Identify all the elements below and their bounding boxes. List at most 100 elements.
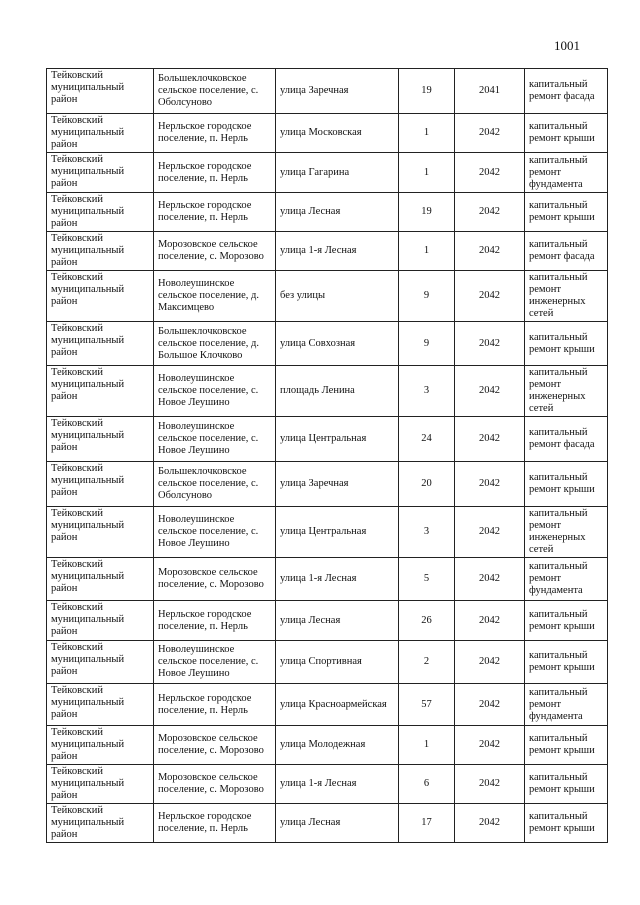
table-row: Тейковский муниципальный район Нерльское …	[46, 192, 608, 232]
house-number: 1	[398, 152, 455, 193]
street: улица Лесная	[275, 803, 399, 843]
work-type: капитальный ремонт крыши	[524, 461, 608, 507]
district: Тейковский муниципальный район	[46, 506, 154, 558]
table: Тейковский муниципальный район Большеклоч…	[46, 68, 608, 843]
street: улица Совхозная	[275, 321, 399, 366]
year: 2042	[454, 231, 525, 271]
work-type: капитальный ремонт крыши	[524, 640, 608, 684]
year: 2042	[454, 506, 525, 558]
settlement: Новолеушинское сельское поселение, с. Но…	[153, 506, 276, 558]
settlement: Новолеушинское сельское поселение, с. Но…	[153, 640, 276, 684]
house-number: 26	[398, 600, 455, 641]
district: Тейковский муниципальный район	[46, 640, 154, 684]
table-row: Тейковский муниципальный район Нерльское …	[46, 152, 608, 193]
district: Тейковский муниципальный район	[46, 557, 154, 601]
street: улица Красноармейская	[275, 683, 399, 726]
work-type: капитальный ремонт крыши	[524, 764, 608, 804]
table-row: Тейковский муниципальный район Нерльское …	[46, 683, 608, 726]
work-type: капитальный ремонт фундамента	[524, 557, 608, 601]
house-number: 5	[398, 557, 455, 601]
year: 2042	[454, 113, 525, 153]
table-row: Тейковский муниципальный район Большеклоч…	[46, 461, 608, 507]
year: 2042	[454, 764, 525, 804]
table-row: Тейковский муниципальный район Новолеушин…	[46, 270, 608, 322]
year: 2042	[454, 557, 525, 601]
table-row: Тейковский муниципальный район Большеклоч…	[46, 321, 608, 366]
settlement: Морозовское сельское поселение, с. Мороз…	[153, 764, 276, 804]
district: Тейковский муниципальный район	[46, 683, 154, 726]
work-type: капитальный ремонт инженерных сетей	[524, 506, 608, 558]
work-type: капитальный ремонт фундамента	[524, 683, 608, 726]
table-row: Тейковский муниципальный район Новолеушин…	[46, 506, 608, 558]
street: улица Гагарина	[275, 152, 399, 193]
table-row: Тейковский муниципальный район Нерльское …	[46, 600, 608, 641]
table-row: Тейковский муниципальный район Морозовско…	[46, 231, 608, 271]
street: улица Центральная	[275, 506, 399, 558]
house-number: 19	[398, 68, 455, 114]
street: улица 1-я Лесная	[275, 764, 399, 804]
work-type: капитальный ремонт крыши	[524, 113, 608, 153]
district: Тейковский муниципальный район	[46, 803, 154, 843]
district: Тейковский муниципальный район	[46, 365, 154, 417]
settlement: Морозовское сельское поселение, с. Мороз…	[153, 557, 276, 601]
page-number: 1001	[554, 38, 580, 53]
table-row: Тейковский муниципальный район Нерльское …	[46, 803, 608, 843]
work-type: капитальный ремонт фасада	[524, 231, 608, 271]
house-number: 9	[398, 270, 455, 322]
settlement: Нерльское городское поселение, п. Нерль	[153, 152, 276, 193]
house-number: 17	[398, 803, 455, 843]
house-number: 20	[398, 461, 455, 507]
settlement: Нерльское городское поселение, п. Нерль	[153, 683, 276, 726]
district: Тейковский муниципальный район	[46, 68, 154, 114]
settlement: Новолеушинское сельское поселение, д. Ма…	[153, 270, 276, 322]
work-type: капитальный ремонт крыши	[524, 725, 608, 765]
year: 2042	[454, 365, 525, 417]
work-type: капитальный ремонт крыши	[524, 600, 608, 641]
work-type: капитальный ремонт фасада	[524, 68, 608, 114]
house-number: 57	[398, 683, 455, 726]
year: 2042	[454, 600, 525, 641]
table-row: Тейковский муниципальный район Морозовско…	[46, 725, 608, 765]
street: улица Спортивная	[275, 640, 399, 684]
house-number: 2	[398, 640, 455, 684]
work-type: капитальный ремонт крыши	[524, 192, 608, 232]
year: 2042	[454, 152, 525, 193]
district: Тейковский муниципальный район	[46, 192, 154, 232]
street: улица Заречная	[275, 68, 399, 114]
house-number: 6	[398, 764, 455, 804]
settlement: Нерльское городское поселение, п. Нерль	[153, 803, 276, 843]
table-row: Тейковский муниципальный район Новолеушин…	[46, 640, 608, 684]
table-row: Тейковский муниципальный район Морозовско…	[46, 557, 608, 601]
settlement: Нерльское городское поселение, п. Нерль	[153, 192, 276, 232]
year: 2042	[454, 725, 525, 765]
district: Тейковский муниципальный район	[46, 764, 154, 804]
street: улица 1-я Лесная	[275, 231, 399, 271]
table-row: Тейковский муниципальный район Нерльское …	[46, 113, 608, 153]
work-type: капитальный ремонт инженерных сетей	[524, 365, 608, 417]
street: без улицы	[275, 270, 399, 322]
settlement: Новолеушинское сельское поселение, с. Но…	[153, 416, 276, 462]
work-type: капитальный ремонт фасада	[524, 416, 608, 462]
settlement: Нерльское городское поселение, п. Нерль	[153, 600, 276, 641]
table-row: Тейковский муниципальный район Морозовско…	[46, 764, 608, 804]
house-number: 3	[398, 506, 455, 558]
district: Тейковский муниципальный район	[46, 416, 154, 462]
settlement: Морозовское сельское поселение, с. Мороз…	[153, 231, 276, 271]
settlement: Новолеушинское сельское поселение, с. Но…	[153, 365, 276, 417]
street: улица 1-я Лесная	[275, 557, 399, 601]
settlement: Большеклочковское сельское поселение, с.…	[153, 68, 276, 114]
year: 2041	[454, 68, 525, 114]
house-number: 24	[398, 416, 455, 462]
street: улица Лесная	[275, 600, 399, 641]
street: улица Лесная	[275, 192, 399, 232]
house-number: 19	[398, 192, 455, 232]
district: Тейковский муниципальный район	[46, 321, 154, 366]
district: Тейковский муниципальный район	[46, 270, 154, 322]
year: 2042	[454, 803, 525, 843]
house-number: 1	[398, 725, 455, 765]
street: улица Заречная	[275, 461, 399, 507]
work-type: капитальный ремонт крыши	[524, 803, 608, 843]
street: площадь Ленина	[275, 365, 399, 417]
district: Тейковский муниципальный район	[46, 231, 154, 271]
